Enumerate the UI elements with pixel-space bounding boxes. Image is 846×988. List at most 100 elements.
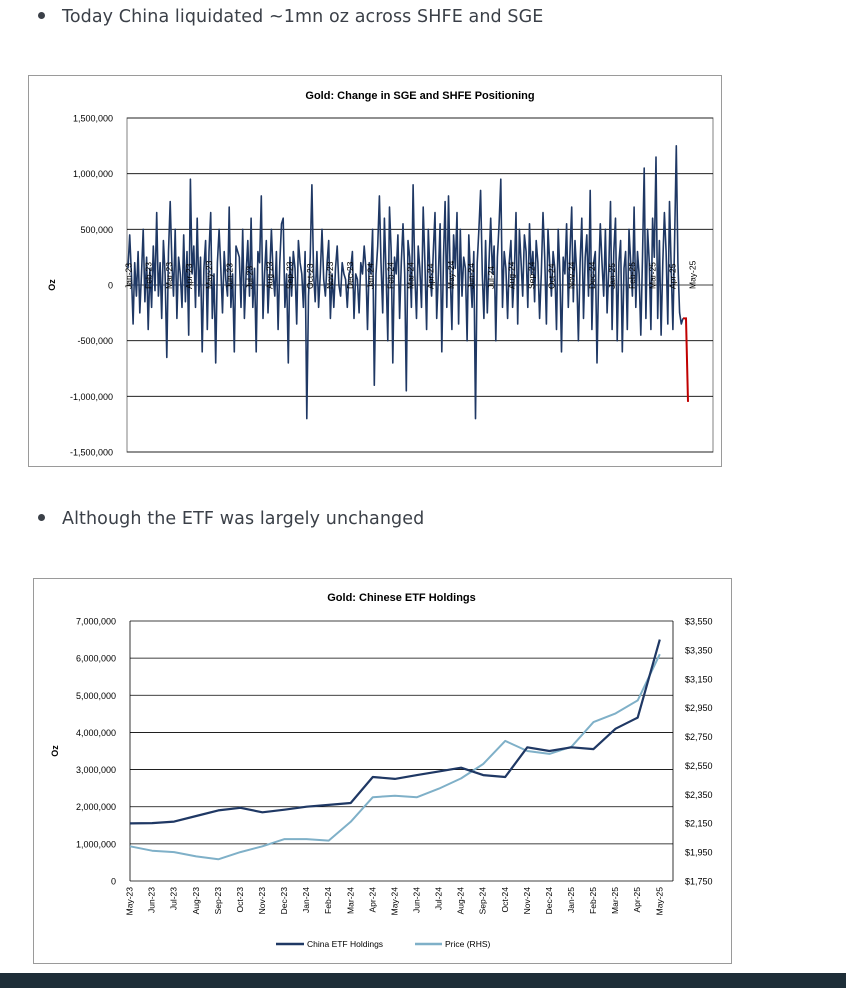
x-tick-label: Oct-24: [500, 887, 510, 913]
y2-tick-label: $2,550: [685, 761, 713, 771]
y-tick-label: 2,000,000: [76, 802, 116, 812]
x-tick-label: May-23: [204, 260, 214, 289]
y-tick-label: -1,500,000: [70, 448, 113, 458]
x-tick-label: Mar-24: [406, 262, 416, 289]
y-tick-label: 0: [108, 281, 113, 291]
legend-label-etf: China ETF Holdings: [307, 939, 383, 949]
series-etf-line: [129, 639, 661, 825]
x-tick-label: Mar-25: [610, 887, 620, 914]
x-tick-label: Dec-24: [587, 261, 597, 289]
series-line: [127, 145, 684, 420]
y2-tick-label: $2,150: [685, 819, 713, 829]
y-tick-label: 3,000,000: [76, 765, 116, 775]
y2-tick-label: $3,350: [685, 645, 713, 655]
x-tick-label: Dec-24: [544, 887, 554, 915]
x-tick-label: Mar-23: [164, 262, 174, 289]
x-tick-label: Feb-25: [627, 262, 637, 289]
bullet-text: Although the ETF was largely unchanged: [62, 509, 425, 529]
x-tick-label: Sep-24: [526, 261, 536, 289]
y2-tick-label: $3,150: [685, 674, 713, 684]
x-tick-label: May-25: [654, 887, 664, 916]
y2-tick-label: $2,350: [685, 790, 713, 800]
x-tick-label: Feb-24: [385, 262, 395, 289]
y-axis-title: Oz: [47, 279, 57, 291]
x-tick-label: Jul-24: [434, 887, 444, 910]
y-tick-label: 500,000: [80, 225, 113, 235]
bullet-dot-icon: [38, 11, 45, 19]
x-tick-label: May-23: [125, 887, 135, 916]
x-tick-label: Oct-24: [547, 263, 557, 289]
x-tick-label: Aug-23: [191, 887, 201, 915]
x-tick-label: Apr-25: [632, 887, 642, 913]
x-tick-label: Nov-24: [567, 261, 577, 289]
x-tick-label: Sep-23: [285, 261, 295, 289]
x-tick-label: Oct-23: [235, 887, 245, 913]
y2-tick-label: $2,950: [685, 703, 713, 713]
y-tick-label: 4,000,000: [76, 728, 116, 738]
y-tick-label: 7,000,000: [76, 617, 116, 627]
x-tick-label: Aug-23: [265, 261, 275, 289]
x-tick-label: Jan-23: [124, 263, 134, 289]
y-tick-label: 5,000,000: [76, 691, 116, 701]
chart-etf-holdings: Gold: Chinese ETF Holdings 0 1,000,000 2,00…: [50, 592, 713, 949]
x-tick-label: May-25: [688, 260, 698, 289]
bullet-liquidation: Today China liquidated ~1mn oz across SH…: [38, 7, 543, 27]
legend-label-price: Price (RHS): [445, 939, 491, 949]
x-tick-label: Dec-23: [345, 261, 355, 289]
x-tick-label: Oct-23: [305, 263, 315, 289]
chart-title: Gold: Chinese ETF Holdings: [327, 592, 476, 604]
series-price-line: [129, 653, 661, 861]
y-tick-label: 0: [111, 877, 116, 887]
chart-title: Gold: Change in SGE and SHFE Positioning: [305, 90, 534, 102]
chart-etf-frame: Gold: Chinese ETF Holdings 0 1,000,000 2,00…: [33, 578, 732, 964]
x-tick-label: Apr-24: [426, 263, 436, 289]
x-tick-label: Jun-24: [466, 263, 476, 289]
x-tick-label: Mar-24: [345, 887, 355, 914]
x-tick-label: Dec-23: [279, 887, 289, 915]
x-tick-label: Nov-23: [325, 261, 335, 289]
bullet-text: Today China liquidated ~1mn oz across SH…: [62, 7, 544, 27]
y2-tick-label: $2,750: [685, 732, 713, 742]
x-tick-label: Mar-25: [647, 262, 657, 289]
x-tick-label: Feb-24: [323, 887, 333, 914]
x-tick-label: Jun-23: [147, 887, 157, 913]
x-tick-label: Jul-23: [169, 887, 179, 910]
x-tick-label: Nov-23: [257, 887, 267, 915]
x-tick-label: Aug-24: [506, 261, 516, 289]
y-tick-label: -1,000,000: [70, 392, 113, 402]
y-tick-label: 1,500,000: [73, 114, 113, 124]
x-tick-label: Jun-24: [412, 887, 422, 913]
y2-tick-label: $1,950: [685, 848, 713, 858]
x-tick-label: Nov-24: [522, 887, 532, 915]
x-tick-label: Jan-25: [566, 887, 576, 913]
chart-positioning: Gold: Change in SGE and SHFE Positioning…: [47, 90, 714, 458]
bullet-dot-icon: [38, 513, 45, 521]
y-tick-label: 1,000,000: [76, 839, 116, 849]
bullet-etf: Although the ETF was largely unchanged: [38, 509, 424, 529]
x-tick-label: Jul-23: [244, 266, 254, 289]
y-axis-title: Oz: [50, 745, 60, 757]
y-tick-label: -500,000: [77, 336, 113, 346]
x-tick-label: Aug-24: [456, 887, 466, 915]
x-tick-label: Jul-24: [486, 266, 496, 289]
x-tick-label: Apr-23: [184, 263, 194, 289]
x-tick-label: Sep-24: [478, 887, 488, 915]
x-tick-label: Feb-25: [588, 887, 598, 914]
y-tick-label: 6,000,000: [76, 654, 116, 664]
chart-positioning-frame: Gold: Change in SGE and SHFE Positioning…: [28, 75, 722, 467]
y-tick-label: 1,000,000: [73, 169, 113, 179]
x-tick-label: Jan-25: [607, 263, 617, 289]
x-tick-label: Jun-23: [224, 263, 234, 289]
x-tick-label: Sep-23: [213, 887, 223, 915]
x-tick-label: Jan-24: [365, 263, 375, 289]
y2-tick-label: $1,750: [685, 877, 713, 887]
x-tick-label: Feb-23: [144, 262, 154, 289]
x-tick-label: May-24: [389, 887, 399, 916]
x-tick-label: Jan-24: [301, 887, 311, 913]
x-tick-label: Apr-25: [667, 263, 677, 289]
y2-tick-label: $3,550: [685, 617, 713, 627]
final-move-line: [683, 317, 689, 402]
x-tick-label: Apr-24: [367, 887, 377, 913]
x-tick-label: May-24: [446, 260, 456, 289]
footer-bar: [0, 973, 846, 988]
